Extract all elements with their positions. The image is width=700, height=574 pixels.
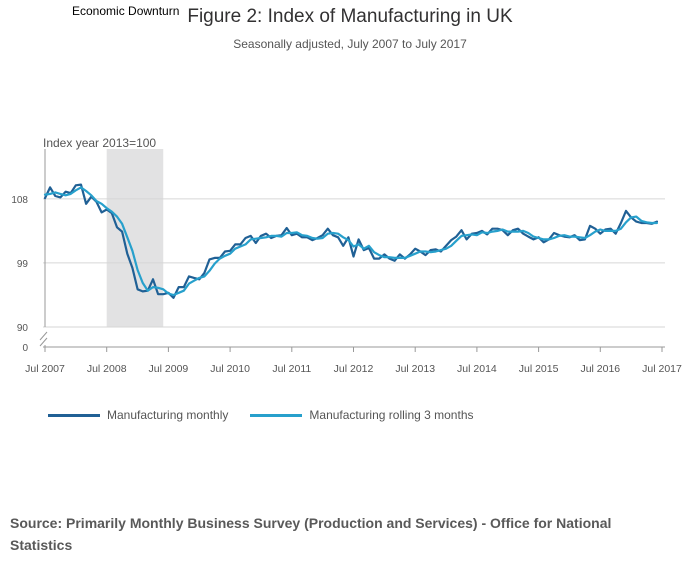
x-tick-label-7: Jul 2014 <box>457 363 497 375</box>
legend-label-rolling: Manufacturing rolling 3 months <box>309 408 474 422</box>
legend-label-monthly: Manufacturing monthly <box>107 408 229 422</box>
line-chart: 0 90 99 108 Jul 2007 Jul 2008 Jul 2009 Jul 2010… <box>11 149 682 375</box>
y-tick-label-90: 90 <box>17 323 29 334</box>
chart-subtitle: Seasonally adjusted, July 2007 to July 2… <box>233 37 467 51</box>
legend-swatch-rolling <box>250 413 303 417</box>
y-axis-break-mark <box>39 331 48 347</box>
x-tick-label-8: Jul 2015 <box>519 363 559 375</box>
y-tick-label-99: 99 <box>17 259 29 270</box>
legend: Manufacturing monthly Manufacturing roll… <box>48 408 496 422</box>
series-line-rolling <box>43 186 659 297</box>
legend-item-monthly[interactable]: Manufacturing monthly <box>48 408 228 422</box>
x-tick-label-9: Jul 2016 <box>580 363 620 375</box>
legend-item-rolling[interactable]: Manufacturing rolling 3 months <box>250 408 474 422</box>
x-tick-label-1: Jul 2008 <box>87 363 127 375</box>
x-tick-label-10: Jul 2017 <box>642 363 682 375</box>
x-tick-label-2: Jul 2009 <box>149 363 189 375</box>
x-tick-label-5: Jul 2012 <box>334 363 374 375</box>
downturn-shading <box>106 149 164 327</box>
chart-title: Figure 2: Index of Manufacturing in UK <box>187 6 513 27</box>
y-axis-label: Index year 2013=100 <box>43 136 157 150</box>
downturn-label: Economic Downturn <box>72 4 180 18</box>
x-tick-label-6: Jul 2013 <box>395 363 435 375</box>
y-tick-label-108: 108 <box>11 195 28 206</box>
legend-swatch-monthly <box>48 413 100 417</box>
x-tick-label-4: Jul 2011 <box>272 363 311 375</box>
x-tick-label-0: Jul 2007 <box>25 363 65 375</box>
x-tick-label-3: Jul 2010 <box>210 363 250 375</box>
y-tick-label-0: 0 <box>22 343 28 354</box>
source-note: Source: Primarily Monthly Business Surve… <box>10 515 612 553</box>
